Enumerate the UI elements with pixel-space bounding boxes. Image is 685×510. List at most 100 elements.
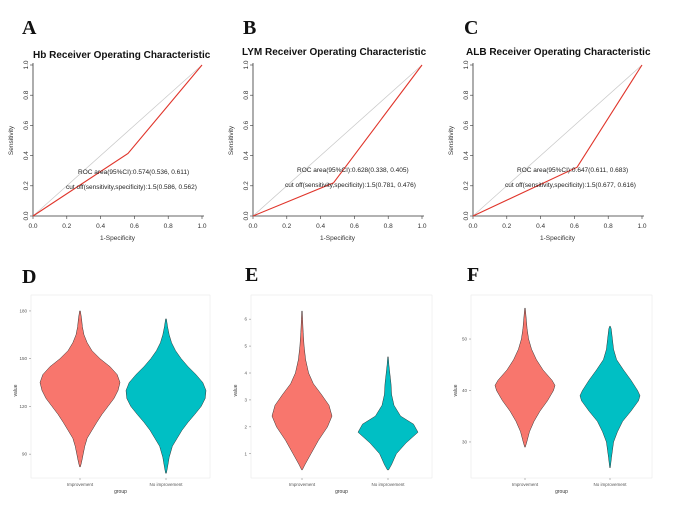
y-axis-label: Sensitivity <box>228 125 235 155</box>
y-tick-label: 1.0 <box>463 60 470 69</box>
x-tick-label: 1.0 <box>197 223 206 230</box>
roc-curve <box>32 64 203 217</box>
x-tick-label: No improvement <box>149 482 183 487</box>
y-tick-label: 0.6 <box>463 121 470 130</box>
y-axis-label: value <box>13 384 19 396</box>
y-tick-label: 0.0 <box>463 211 470 220</box>
y-tick-label: 1.0 <box>23 60 30 69</box>
y-tick-label: 1.0 <box>243 60 250 69</box>
x-tick-label: Improvement <box>67 482 94 487</box>
y-tick-label: 0.2 <box>243 181 250 190</box>
reference-line <box>252 64 423 217</box>
y-tick-label: 150 <box>19 356 27 361</box>
cutoff-annotation: cut off(sensitivity,specificity):1.5(0.6… <box>505 182 636 189</box>
x-tick-label: 0.4 <box>96 223 105 230</box>
x-tick-label: 0.0 <box>248 223 257 230</box>
y-tick-label: 5 <box>244 344 247 349</box>
panel-letter: A <box>22 17 37 39</box>
x-tick-label: 0.2 <box>62 223 71 230</box>
x-tick-label: 0.6 <box>350 223 359 230</box>
violin-improvement <box>494 307 556 448</box>
x-tick-label: 0.6 <box>570 223 579 230</box>
x-tick-label: 0.2 <box>282 223 291 230</box>
x-tick-label: 0.8 <box>604 223 613 230</box>
violin-no-improvement <box>357 356 419 471</box>
panel-frame <box>30 294 211 479</box>
x-tick-label: 0.0 <box>468 223 477 230</box>
x-tick-label: 0.6 <box>130 223 139 230</box>
x-axis-label: group <box>335 489 348 495</box>
x-tick-label: 0.2 <box>502 223 511 230</box>
y-tick-label: 180 <box>19 308 27 313</box>
x-axis-label: 1-Specificity <box>320 235 356 242</box>
panel-letter: D <box>22 266 36 288</box>
y-axis-label: value <box>453 384 459 396</box>
violin-panel-e: E 1 2 3 4 5 6 Improvement No improvement group val… <box>233 264 433 495</box>
y-tick-label: 50 <box>462 337 468 342</box>
y-tick-label: 0.6 <box>23 121 30 130</box>
cutoff-annotation: cut off(sensitivity,specificity):1.5(0.5… <box>66 184 197 191</box>
violin-panel-d: D 90 120 150 180 Improvement No improvement gro… <box>13 266 211 495</box>
panel-letter: F <box>467 264 479 286</box>
roc-curve <box>252 64 423 217</box>
chart-title: ALB Receiver Operating Characteristic <box>466 47 651 58</box>
y-tick-label: 0.2 <box>463 181 470 190</box>
x-axis-label: group <box>114 489 127 495</box>
chart-title: LYM Receiver Operating Characteristic <box>242 47 427 58</box>
y-tick-label: 4 <box>244 371 247 376</box>
panel-frame <box>250 294 433 479</box>
x-tick-label: 0.0 <box>28 223 37 230</box>
y-tick-label: 0.8 <box>23 90 30 99</box>
reference-line <box>472 64 643 217</box>
y-tick-label: 0.6 <box>243 121 250 130</box>
roc-panel-b: B LYM Receiver Operating Characteristic 0.… <box>228 17 427 242</box>
panel-letter: C <box>464 17 478 39</box>
panel-letter: E <box>245 264 258 286</box>
y-tick-label: 0.4 <box>243 151 250 160</box>
y-tick-label: 0.8 <box>463 90 470 99</box>
y-tick-label: 0.4 <box>23 151 30 160</box>
x-tick-label: 0.8 <box>384 223 393 230</box>
x-axis-label: 1-Specificity <box>540 235 576 242</box>
auc-annotation: ROC area(95%CI):0.647(0.611, 0.683) <box>517 167 628 174</box>
violin-panel-f: F 30 40 50 Improvement No improvement group val… <box>453 264 653 495</box>
y-axis-label: Sensitivity <box>448 125 455 155</box>
y-tick-label: 0.0 <box>243 211 250 220</box>
y-tick-label: 30 <box>462 439 468 444</box>
x-tick-label: Improvement <box>289 482 316 487</box>
violin-improvement <box>271 310 333 471</box>
x-tick-label: Improvement <box>512 482 539 487</box>
chart-title: Hb Receiver Operating Characteristic <box>33 50 211 61</box>
violin-no-improvement <box>125 318 207 474</box>
y-tick-label: 0.0 <box>23 211 30 220</box>
x-axis-label: group <box>555 489 568 495</box>
reference-line <box>32 64 203 217</box>
roc-panel-c: C ALB Receiver Operating Characteristic 0.… <box>448 17 651 242</box>
y-tick-label: 6 <box>244 317 247 322</box>
y-tick-label: 0.2 <box>23 181 30 190</box>
panel-frame <box>470 294 653 479</box>
x-tick-label: 1.0 <box>637 223 646 230</box>
auc-annotation: ROC area(95%CI):0.574(0.536, 0.611) <box>78 169 189 176</box>
roc-panel-a: A Hb Receiver Operating Characteristic 0.0… <box>8 17 211 242</box>
y-tick-label: 90 <box>22 452 28 457</box>
cutoff-annotation: cut off(sensitivity,specificity):1.5(0.7… <box>285 182 416 189</box>
violin-improvement <box>39 310 121 468</box>
y-tick-label: 3 <box>244 397 247 402</box>
y-tick-label: 2 <box>244 424 247 429</box>
x-tick-label: No improvement <box>593 482 627 487</box>
x-tick-label: No improvement <box>371 482 405 487</box>
y-axis-label: value <box>233 384 239 396</box>
roc-curve <box>472 64 643 217</box>
x-tick-label: 0.8 <box>164 223 173 230</box>
auc-annotation: ROC area(95%CI):0.628(0.338, 0.405) <box>297 167 409 174</box>
y-axis-label: Sensitivity <box>8 125 15 155</box>
x-axis-label: 1-Specificity <box>100 235 136 242</box>
x-tick-label: 0.4 <box>316 223 325 230</box>
y-tick-label: 120 <box>19 404 27 409</box>
x-tick-label: 1.0 <box>417 223 426 230</box>
y-tick-label: 1 <box>244 451 247 456</box>
y-tick-label: 40 <box>462 388 468 393</box>
y-tick-label: 0.8 <box>243 90 250 99</box>
